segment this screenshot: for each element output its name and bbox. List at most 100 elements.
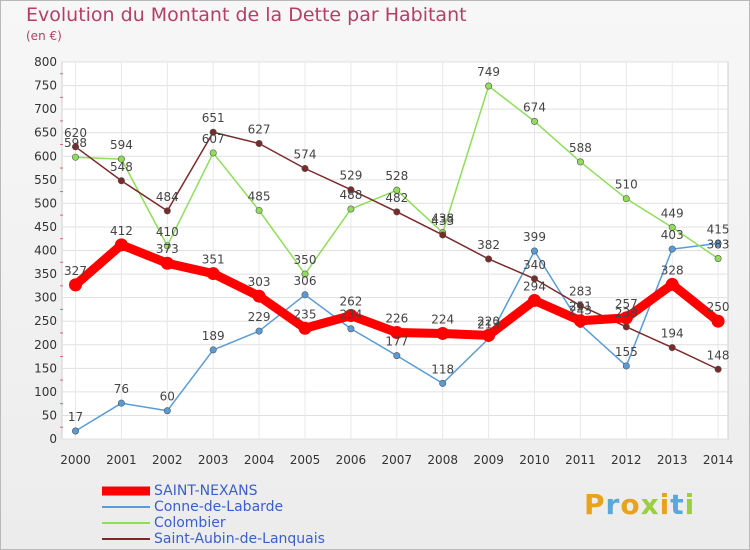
data-label: 607 (202, 132, 225, 146)
data-point (622, 362, 630, 370)
y-tick-label: 250 (34, 314, 57, 328)
data-label: 118 (431, 362, 454, 376)
x-tick-label: 2009 (473, 453, 504, 467)
data-label: 235 (294, 307, 317, 321)
data-point (117, 155, 125, 163)
data-label: 251 (569, 300, 592, 314)
data-label: 238 (615, 306, 638, 320)
y-tick-label: 550 (34, 173, 57, 187)
data-point (622, 195, 630, 203)
data-label: 651 (202, 111, 225, 125)
x-tick-label: 2014 (703, 453, 734, 467)
data-point (573, 314, 587, 328)
data-label: 189 (202, 329, 225, 343)
legend-swatch (102, 538, 150, 540)
x-tick-label: 2004 (244, 453, 275, 467)
data-label: 220 (477, 314, 500, 328)
data-point (69, 278, 82, 292)
data-point (393, 208, 401, 216)
y-tick-label: 700 (34, 102, 57, 116)
data-label: 303 (248, 275, 271, 289)
data-label: 250 (707, 300, 730, 314)
data-label: 588 (569, 141, 592, 155)
data-point (347, 186, 355, 194)
x-tick-label: 2006 (336, 453, 367, 467)
data-label: 548 (110, 160, 133, 174)
data-point (206, 267, 220, 281)
data-label: 340 (523, 258, 546, 272)
data-label: 383 (707, 238, 730, 252)
y-tick-label: 150 (34, 361, 57, 375)
data-point (255, 140, 263, 148)
data-label: 410 (156, 225, 179, 239)
x-tick-label: 2001 (106, 453, 137, 467)
data-point (530, 117, 538, 125)
data-label: 213 (477, 318, 500, 332)
data-label: 226 (385, 311, 408, 325)
x-tick-label: 2010 (519, 453, 550, 467)
data-point (72, 143, 80, 151)
data-point (576, 158, 584, 166)
data-label: 403 (661, 228, 684, 242)
data-point (114, 238, 128, 252)
data-label: 412 (110, 224, 133, 238)
data-point (714, 255, 722, 263)
legend-label: SAINT-NEXANS (154, 483, 258, 499)
data-label: 529 (339, 169, 362, 183)
data-label: 262 (339, 295, 362, 309)
data-point (160, 256, 174, 270)
data-label: 76 (114, 382, 129, 396)
data-label: 351 (202, 253, 225, 267)
data-point (301, 270, 309, 278)
data-point (347, 325, 355, 333)
x-tick-label: 2002 (152, 453, 183, 467)
data-label: 627 (248, 123, 271, 137)
data-label: 177 (385, 335, 408, 349)
data-point (530, 247, 538, 255)
data-point (163, 242, 171, 250)
data-label: 382 (477, 238, 500, 252)
data-point (528, 293, 541, 307)
data-point (72, 427, 80, 435)
data-point (163, 207, 171, 215)
data-label: 449 (661, 206, 684, 220)
data-label: 415 (707, 222, 730, 236)
data-point (439, 379, 447, 387)
data-label: 350 (294, 253, 317, 267)
legend-swatch (102, 486, 150, 496)
data-label: 528 (385, 169, 408, 183)
data-point (485, 255, 493, 263)
data-label: 148 (707, 348, 730, 362)
data-point (298, 321, 312, 335)
data-point (485, 82, 493, 90)
data-point (252, 289, 266, 303)
y-tick-label: 750 (34, 79, 57, 93)
data-point (344, 309, 358, 323)
data-label: 399 (523, 230, 546, 244)
data-label: 229 (248, 310, 271, 324)
y-tick-label: 450 (34, 220, 57, 234)
data-point (301, 165, 309, 173)
data-label: 60 (160, 390, 175, 404)
y-tick-label: 350 (34, 267, 57, 281)
data-point (301, 291, 309, 299)
data-label: 484 (156, 190, 179, 204)
data-point (665, 277, 679, 291)
data-label: 294 (523, 279, 546, 293)
data-point (714, 239, 722, 247)
data-label: 327 (64, 264, 87, 278)
y-tick-label: 600 (34, 149, 57, 163)
data-point (619, 311, 633, 325)
legend-label: Saint-Aubin-de-Lanquais (154, 531, 325, 547)
data-point (393, 186, 401, 194)
data-point (117, 177, 125, 185)
proxiti-logo: Proxiti (584, 488, 696, 521)
data-label: 598 (64, 136, 87, 150)
data-point (390, 325, 404, 339)
data-label: 17 (68, 410, 83, 424)
data-point (668, 245, 676, 253)
data-point (209, 346, 217, 354)
data-label: 594 (110, 138, 133, 152)
x-tick-label: 2011 (565, 453, 596, 467)
